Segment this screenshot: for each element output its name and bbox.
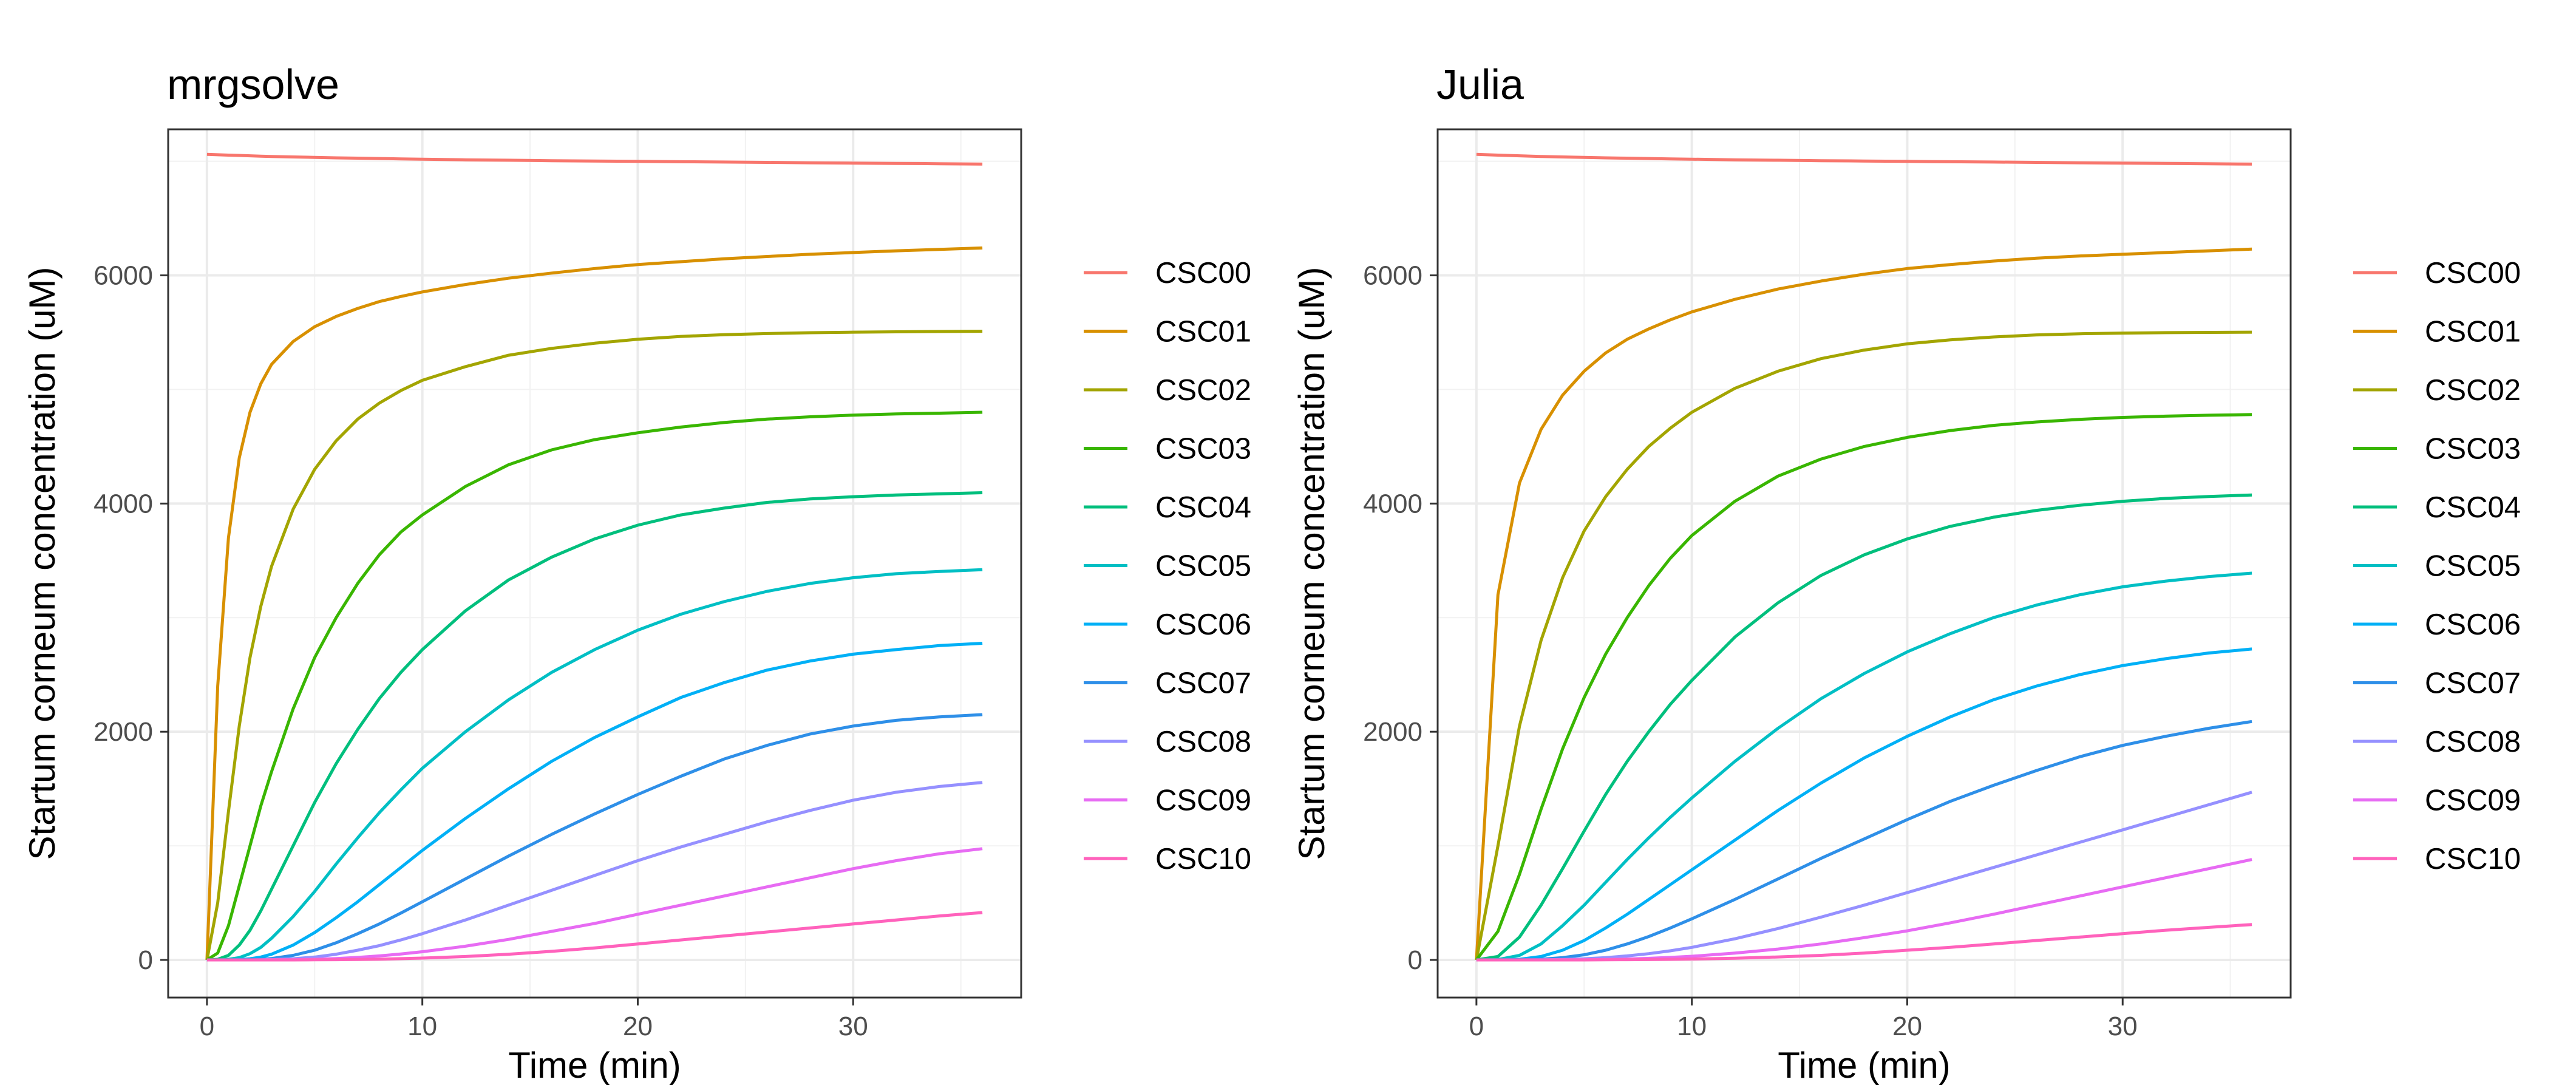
series-line-csc00 (206, 152, 983, 166)
legend-label-csc08: CSC08 (1155, 726, 1251, 758)
legend-label-csc02: CSC02 (1155, 374, 1251, 407)
x-axis-title: Time (min) (1778, 1045, 1950, 1085)
julia-panel: 0 10 20 30 0 2000 4000 6000 Julia Time (min) Start… (1291, 61, 2521, 1085)
legend-label-csc06: CSC06 (2425, 608, 2521, 641)
legend-label-csc09: CSC09 (1155, 784, 1251, 817)
series-line-csc05 (1476, 571, 2252, 962)
y-tick-label: 6000 (93, 261, 153, 291)
panel-title: Julia (1436, 61, 1524, 108)
legend-label-csc09: CSC09 (2425, 784, 2521, 817)
legend-label-csc05: CSC05 (2425, 550, 2521, 583)
y-tick-label: 0 (1408, 945, 1422, 975)
plot-area (1438, 129, 2291, 998)
legend-label-csc01: CSC01 (1155, 316, 1251, 349)
legend-label-csc08: CSC08 (2425, 726, 2521, 758)
x-tick-label: 10 (1677, 1012, 1707, 1041)
panel-title: mrgsolve (167, 61, 339, 108)
x-tick-label: 30 (2108, 1012, 2138, 1041)
legend-label-csc00: CSC00 (2425, 257, 2521, 290)
legend-label-csc04: CSC04 (2425, 491, 2521, 524)
x-tick-label: 30 (838, 1012, 868, 1041)
series-line-csc01 (205, 246, 983, 961)
legend-label-csc03: CSC03 (1155, 433, 1251, 466)
legend-label-csc07: CSC07 (1155, 667, 1251, 700)
x-axis-title: Time (min) (508, 1045, 681, 1085)
series-line-csc00 (1476, 152, 2252, 166)
plot-border (167, 128, 1022, 999)
series-line-csc01 (1475, 247, 2252, 961)
series-line-csc03 (1475, 413, 2252, 961)
x-tick-label: 0 (1469, 1012, 1484, 1041)
series-line-csc04 (206, 491, 983, 962)
legend-label-csc02: CSC02 (2425, 374, 2521, 407)
y-tick-label: 2000 (93, 717, 153, 747)
legend-label-csc07: CSC07 (2425, 667, 2521, 700)
y-tick-label: 2000 (1363, 717, 1422, 747)
series-line-csc03 (206, 410, 983, 962)
legend-label-csc10: CSC10 (2425, 843, 2521, 876)
series-line-csc10 (206, 911, 983, 962)
mrgsolve-panel: 0 10 20 30 0 2000 4000 6000 mrgsolve Time (min) St… (22, 61, 1251, 1085)
y-axis-title: Startum corneum concentration (uM) (1291, 267, 1332, 860)
y-tick-label: 4000 (93, 489, 153, 519)
series-line-csc02 (1475, 330, 2252, 961)
series-line-csc02 (205, 330, 983, 961)
legend-label-csc10: CSC10 (1155, 843, 1251, 876)
series-line-csc04 (1476, 493, 2252, 962)
legend-label-csc00: CSC00 (1155, 257, 1251, 290)
x-tick-label: 10 (407, 1012, 437, 1041)
legend-label-csc03: CSC03 (2425, 433, 2521, 466)
series-line-csc05 (206, 568, 983, 962)
series-line-csc07 (1476, 719, 2252, 962)
series-line-csc10 (1476, 923, 2252, 962)
y-axis-title: Startum corneum concentration (uM) (22, 267, 63, 860)
y-tick-label: 6000 (1363, 261, 1422, 291)
x-tick-label: 0 (200, 1012, 214, 1041)
legend-label-csc06: CSC06 (1155, 608, 1251, 641)
plot-area (168, 129, 1021, 998)
legend-label-csc05: CSC05 (1155, 550, 1251, 583)
plot-border (1436, 128, 2292, 999)
x-tick-label: 20 (623, 1012, 653, 1041)
x-tick-label: 20 (1892, 1012, 1922, 1041)
y-tick-label: 4000 (1363, 489, 1422, 519)
series-line-csc06 (1476, 647, 2252, 962)
legend-label-csc01: CSC01 (2425, 316, 2521, 349)
y-tick-label: 0 (138, 945, 153, 975)
legend-label-csc04: CSC04 (1155, 491, 1251, 524)
